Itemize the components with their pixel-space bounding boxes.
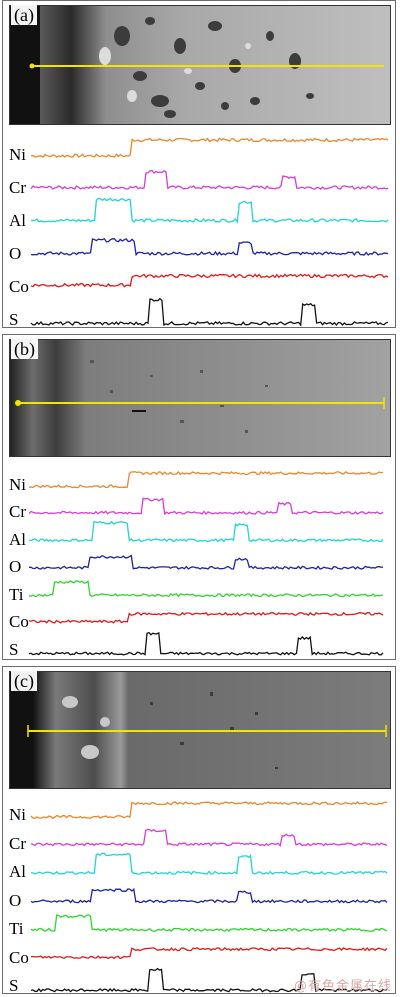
element-label-co: Co <box>9 276 29 296</box>
element-label-al: Al <box>9 529 26 549</box>
trace-al <box>28 520 384 543</box>
element-label-s: S <box>9 976 19 996</box>
trace-al <box>30 197 389 224</box>
panel-label-b: (b) <box>11 339 38 359</box>
element-label-o: O <box>9 890 22 910</box>
trace-cr <box>30 828 388 848</box>
trace-s <box>30 967 388 993</box>
trace-s <box>28 631 384 656</box>
trace-ni <box>28 470 384 489</box>
panel-a: (a) Ni Cr Al O Co S <box>2 0 396 328</box>
trace-cr <box>30 169 389 190</box>
linescan-c: Ni Cr Al O Ti Co S <box>3 791 397 995</box>
trace-ni <box>30 137 389 158</box>
element-label-ti: Ti <box>9 919 24 939</box>
element-label-cr: Cr <box>9 502 26 522</box>
element-label-ni: Ni <box>9 474 26 494</box>
trace-co <box>30 946 388 960</box>
trace-ni <box>30 801 388 820</box>
panel-b: (b) Ni Cr Al O Ti Co S <box>2 334 396 660</box>
element-label-s: S <box>9 309 19 329</box>
element-label-ni: Ni <box>9 144 26 164</box>
linescan-b: Ni Cr Al O Ti Co S <box>3 461 397 659</box>
sem-image-b <box>9 339 391 457</box>
trace-al <box>30 852 388 876</box>
element-label-cr: Cr <box>9 833 26 853</box>
element-label-cr: Cr <box>9 177 26 197</box>
trace-o <box>30 238 389 257</box>
trace-co <box>30 273 389 288</box>
element-label-ni: Ni <box>9 805 26 825</box>
panel-c: (c) Ni Cr Al O Ti Co S <box>2 666 397 995</box>
element-label-al: Al <box>9 210 26 230</box>
element-label-al: Al <box>9 862 26 882</box>
element-label-s: S <box>9 639 19 659</box>
sem-image-c <box>9 671 391 789</box>
watermark: @有色金属在线 <box>293 979 392 994</box>
sem-image-a <box>9 5 391 125</box>
trace-co <box>28 611 384 624</box>
element-label-o: O <box>9 243 22 263</box>
element-label-ti: Ti <box>9 584 24 604</box>
element-label-co: Co <box>9 612 29 632</box>
panel-label-a: (a) <box>11 5 37 25</box>
trace-o <box>30 887 388 904</box>
trace-cr <box>28 497 384 516</box>
trace-s <box>30 297 389 327</box>
element-label-co: Co <box>9 947 29 967</box>
element-label-o: O <box>9 557 22 577</box>
linescan-a: Ni Cr Al O Co S <box>3 127 397 329</box>
trace-ti <box>30 914 388 933</box>
trace-ti <box>28 580 384 598</box>
panel-label-c: (c) <box>11 671 37 691</box>
trace-o <box>28 554 384 570</box>
